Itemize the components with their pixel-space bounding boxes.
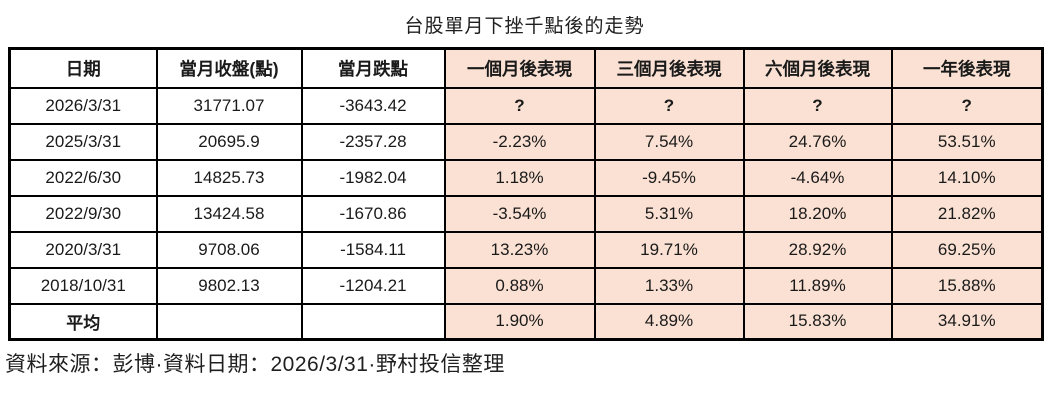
table-row-average: 平均 1.90% 4.89% 15.83% 34.91% (8, 302, 1044, 341)
column-header-month-close: 當月收盤(點) (155, 47, 303, 89)
table-cell-3m: 1.33% (593, 266, 745, 305)
table-cell-6m: 11.89% (742, 266, 893, 305)
column-header-1m-performance: 一個月後表現 (443, 47, 596, 89)
table-cell-6m: 15.83% (742, 302, 893, 341)
table-cell-1m: 1.90% (443, 302, 596, 341)
table-cell-1m: 13.23% (443, 230, 596, 269)
table-row: 2026/3/31 31771.07 -3643.42 ? ? ? ? (8, 86, 1044, 125)
table-cell-close: 9802.13 (155, 266, 303, 305)
table-cell-drop: -1982.04 (300, 158, 446, 197)
table-cell-1m: 0.88% (443, 266, 596, 305)
table-cell-3m: ? (593, 86, 745, 125)
table-cell-date: 2022/6/30 (8, 158, 158, 197)
table-cell-drop: -1670.86 (300, 194, 446, 233)
table-cell-6m: 28.92% (742, 230, 893, 269)
table-cell-1y: 15.88% (890, 266, 1044, 305)
column-header-3m-performance: 三個月後表現 (593, 47, 745, 89)
column-header-month-drop: 當月跌點 (300, 47, 446, 89)
column-header-date: 日期 (8, 47, 158, 89)
table-cell-close: 13424.58 (155, 194, 303, 233)
table-cell-1m: 1.18% (443, 158, 596, 197)
table-cell-close: 9708.06 (155, 230, 303, 269)
table-cell-date: 2020/3/31 (8, 230, 158, 269)
table-cell-drop: -2357.28 (300, 122, 446, 161)
table-cell-close: 14825.73 (155, 158, 303, 197)
table-cell-3m: 5.31% (593, 194, 745, 233)
table-cell-drop (300, 302, 446, 341)
table-cell-1m: -2.23% (443, 122, 596, 161)
table-row: 2025/3/31 20695.9 -2357.28 -2.23% 7.54% … (8, 122, 1044, 161)
table-cell-6m: -4.64% (742, 158, 893, 197)
page-title: 台股單月下挫千點後的走勢 (404, 16, 645, 37)
table-cell-1y: 69.25% (890, 230, 1044, 269)
source-note: 資料來源：彭博·資料日期：2026/3/31·野村投信整理 (5, 353, 505, 376)
table-cell-3m: 19.71% (593, 230, 745, 269)
table-cell-date: 2018/10/31 (8, 266, 158, 305)
table-row: 2020/3/31 9708.06 -1584.11 13.23% 19.71%… (8, 230, 1044, 269)
table-cell-close (155, 302, 303, 341)
table-cell-drop: -3643.42 (300, 86, 446, 125)
performance-table: 日期 當月收盤(點) 當月跌點 一個月後表現 三個月後表現 六個月後表現 一年後… (8, 47, 1044, 341)
table-cell-drop: -1204.21 (300, 266, 446, 305)
table-row: 2018/10/31 9802.13 -1204.21 0.88% 1.33% … (8, 266, 1044, 305)
table-cell-3m: -9.45% (593, 158, 745, 197)
table-cell-close: 31771.07 (155, 86, 303, 125)
column-header-1y-performance: 一年後表現 (890, 47, 1044, 89)
table-cell-1y: ? (890, 86, 1044, 125)
table-cell-1m: ? (443, 86, 596, 125)
table-cell-drop: -1584.11 (300, 230, 446, 269)
table-cell-date: 2025/3/31 (8, 122, 158, 161)
table-cell-6m: ? (742, 86, 893, 125)
table-cell-1y: 14.10% (890, 158, 1044, 197)
table-cell-3m: 7.54% (593, 122, 745, 161)
table-cell-date: 2026/3/31 (8, 86, 158, 125)
table-cell-close: 20695.9 (155, 122, 303, 161)
table-cell-6m: 24.76% (742, 122, 893, 161)
table-cell-1y: 53.51% (890, 122, 1044, 161)
table-row: 2022/9/30 13424.58 -1670.86 -3.54% 5.31%… (8, 194, 1044, 233)
table-row: 2022/6/30 14825.73 -1982.04 1.18% -9.45%… (8, 158, 1044, 197)
table-cell-1y: 21.82% (890, 194, 1044, 233)
table-cell-3m: 4.89% (593, 302, 745, 341)
table-cell-1y: 34.91% (890, 302, 1044, 341)
table-cell-average-label: 平均 (8, 302, 158, 341)
column-header-6m-performance: 六個月後表現 (742, 47, 893, 89)
header-row: 日期 當月收盤(點) 當月跌點 一個月後表現 三個月後表現 六個月後表現 一年後… (8, 47, 1044, 89)
table-cell-6m: 18.20% (742, 194, 893, 233)
table-cell-date: 2022/9/30 (8, 194, 158, 233)
table-cell-1m: -3.54% (443, 194, 596, 233)
